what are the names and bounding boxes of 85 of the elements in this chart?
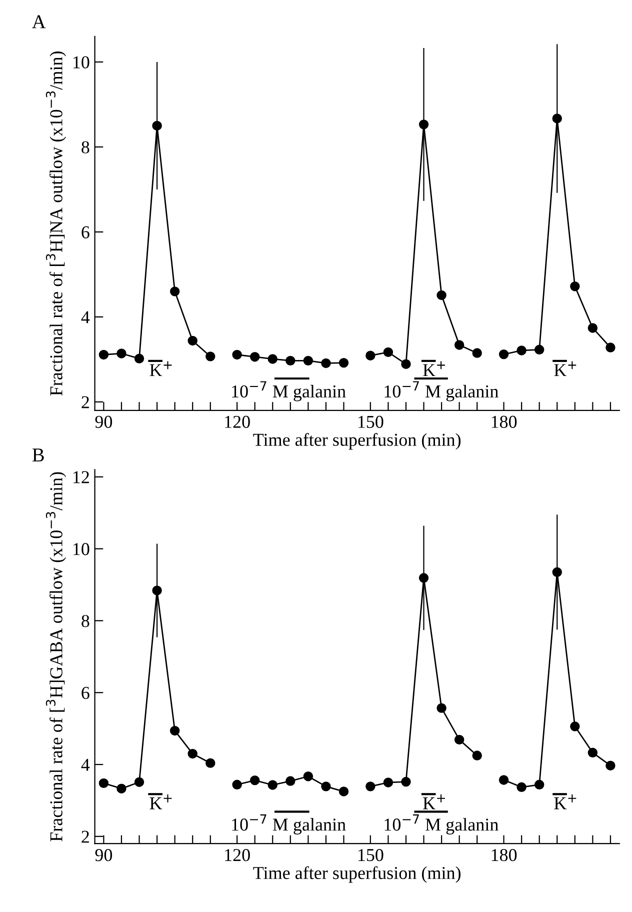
y-axis-title: Fractional rate of [$^{3}$H]GABA outflow (x10$^{−3}$/min)	[46, 472, 66, 842]
point	[232, 350, 242, 360]
point	[338, 358, 349, 368]
point	[188, 748, 198, 759]
x-tick-label: 90	[95, 416, 112, 428]
point	[401, 776, 411, 787]
annotation: 10$^{−7}$ M galanin	[384, 381, 498, 402]
chart-title: B	[32, 448, 44, 462]
point	[116, 784, 126, 794]
annotation: 10$^{−7}$ M galanin	[384, 814, 498, 834]
annotation: K$^{+}$	[554, 361, 576, 376]
point	[206, 352, 216, 362]
point	[170, 726, 180, 736]
point	[401, 359, 411, 369]
point	[606, 342, 616, 352]
annotation: K$^{+}$	[423, 794, 445, 810]
y-tick-label: 2	[82, 396, 89, 408]
annotation: 10$^{−7}$ M galanin	[232, 381, 346, 402]
point	[454, 340, 464, 350]
y-tick-label: 4	[81, 311, 90, 324]
y-tick-label: 6	[82, 686, 90, 700]
x-tick-label: 150	[358, 416, 384, 428]
x-tick-label: 180	[492, 416, 517, 428]
point	[250, 352, 260, 362]
point	[116, 348, 126, 358]
y-axis-title: Fractional rate of [$^{3}$H]NA outflow (x10$^{−3}$/min)	[46, 52, 66, 396]
point	[134, 777, 144, 787]
x-tick-label: 150	[358, 848, 384, 862]
point	[338, 786, 349, 796]
point	[268, 780, 278, 790]
y-tick-label: 10	[73, 543, 90, 556]
x-axis-title: Time after superfusion (min)	[253, 866, 461, 883]
point	[383, 347, 394, 358]
x-tick-label: 90	[95, 848, 112, 862]
y-tick-label: 8	[82, 614, 90, 628]
chart-title: A	[32, 15, 46, 28]
point	[570, 722, 580, 732]
annotation: K$^{+}$	[150, 794, 172, 810]
x-tick-label: 120	[225, 848, 250, 862]
point	[606, 760, 616, 770]
point	[188, 336, 198, 346]
point	[98, 778, 109, 788]
point	[170, 286, 180, 296]
point	[206, 758, 216, 768]
y-tick-label: 10	[73, 56, 90, 68]
x-tick-label: 180	[492, 848, 517, 862]
point	[570, 281, 580, 292]
point	[250, 775, 260, 786]
point	[286, 356, 296, 366]
point	[436, 703, 446, 713]
annotation: K$^{+}$	[423, 361, 445, 376]
x-tick-label: 120	[225, 416, 250, 428]
point	[321, 358, 331, 368]
point	[286, 776, 296, 786]
y-tick-label: 2	[82, 830, 89, 843]
y-tick-label: 6	[82, 226, 90, 238]
annotation: 10$^{−7}$ M galanin	[232, 814, 346, 834]
point	[454, 734, 464, 745]
y-tick-label: 8	[82, 141, 90, 154]
point	[98, 350, 109, 360]
point	[588, 748, 598, 758]
point	[303, 356, 314, 366]
y-tick-label: 12	[73, 471, 89, 484]
point	[303, 772, 314, 782]
point	[472, 750, 482, 760]
annotation: K$^{+}$	[150, 361, 172, 376]
point	[516, 346, 526, 356]
point	[383, 778, 394, 788]
point	[321, 782, 331, 792]
x-axis-title: Time after superfusion (min)	[253, 433, 461, 450]
point	[366, 350, 376, 360]
point	[534, 780, 544, 790]
point	[366, 782, 376, 792]
point	[134, 354, 144, 364]
point	[232, 780, 242, 790]
y-tick-label: 4	[81, 758, 90, 771]
point	[534, 344, 544, 354]
point	[436, 290, 446, 300]
point	[588, 323, 598, 333]
point	[498, 349, 509, 360]
point	[472, 348, 482, 358]
point	[498, 775, 509, 785]
point	[516, 782, 526, 792]
annotation: K$^{+}$	[554, 794, 576, 810]
point	[268, 354, 278, 364]
